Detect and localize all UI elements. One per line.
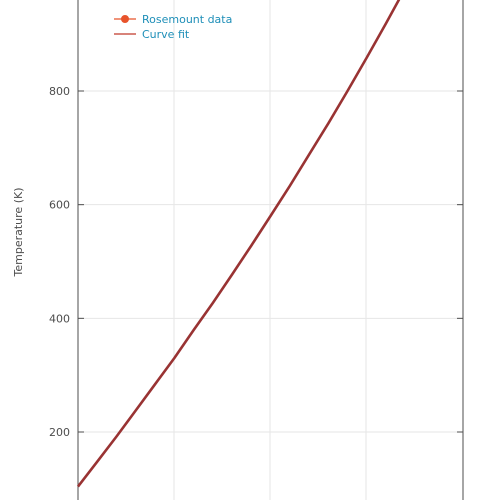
y-tick-label: 800 [49,85,70,98]
y-tick-label: 400 [49,312,70,325]
legend-marker-circle [121,15,129,23]
y-tick-label: 600 [49,199,70,212]
y-axis-label: Temperature (K) [12,188,25,278]
legend-label: Curve fit [142,28,190,41]
grid-lines [78,0,463,500]
legend: Rosemount data Curve fit [114,13,232,41]
y-tick-label: 200 [49,426,70,439]
y-axis-ticks: 200 400 600 800 [49,85,463,439]
series-lines [76,0,401,488]
legend-label: Rosemount data [142,13,232,26]
series-line [76,0,401,488]
plot-frame [77,0,464,500]
